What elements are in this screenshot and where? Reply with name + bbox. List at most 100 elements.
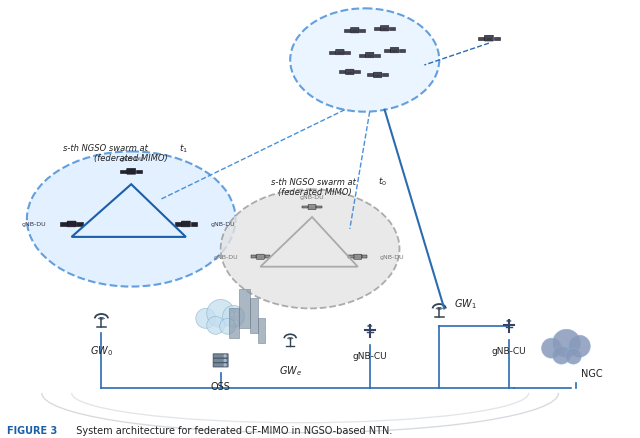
Circle shape <box>541 339 561 358</box>
Bar <box>359 54 365 57</box>
Bar <box>359 30 365 32</box>
Circle shape <box>552 329 580 357</box>
FancyBboxPatch shape <box>346 70 354 75</box>
Text: gNB-DU: gNB-DU <box>380 254 404 260</box>
Bar <box>344 30 350 32</box>
Bar <box>362 256 367 258</box>
Circle shape <box>552 346 570 364</box>
FancyBboxPatch shape <box>308 205 316 210</box>
Bar <box>264 324 266 327</box>
Bar <box>316 206 322 209</box>
Text: NGC: NGC <box>581 368 603 378</box>
Bar <box>230 314 232 317</box>
FancyBboxPatch shape <box>373 73 382 78</box>
Bar <box>384 49 390 53</box>
Bar <box>264 332 266 335</box>
Text: gNB-DU: gNB-DU <box>214 254 239 260</box>
Text: FIGURE 3: FIGURE 3 <box>7 425 57 434</box>
Bar <box>257 304 259 307</box>
Bar <box>244 302 246 305</box>
FancyBboxPatch shape <box>213 354 228 358</box>
Text: OSS: OSS <box>211 381 230 391</box>
Text: $t_1$: $t_1$ <box>179 142 188 154</box>
FancyBboxPatch shape <box>127 169 136 175</box>
Ellipse shape <box>221 190 399 309</box>
Bar <box>389 28 395 31</box>
Text: $t_0$: $t_0$ <box>378 176 387 188</box>
Bar <box>374 28 380 31</box>
Bar <box>264 256 270 258</box>
FancyBboxPatch shape <box>354 254 362 260</box>
Bar <box>493 38 500 41</box>
Circle shape <box>207 300 234 328</box>
Bar <box>191 223 197 226</box>
Text: gNB-CU: gNB-CU <box>353 351 387 360</box>
Bar <box>136 170 142 173</box>
Bar <box>344 51 350 54</box>
FancyBboxPatch shape <box>484 36 493 42</box>
Ellipse shape <box>27 152 236 287</box>
Bar <box>382 74 388 77</box>
Text: (federated MIMO): (federated MIMO) <box>94 154 168 162</box>
Text: gNB-DU: gNB-DU <box>211 222 236 227</box>
Bar <box>76 223 83 226</box>
Bar <box>260 324 262 327</box>
Bar <box>339 71 346 74</box>
Circle shape <box>565 348 581 364</box>
Bar <box>330 51 335 54</box>
Bar <box>250 299 259 333</box>
FancyBboxPatch shape <box>67 222 76 227</box>
Bar <box>241 302 243 305</box>
FancyBboxPatch shape <box>380 26 389 32</box>
FancyBboxPatch shape <box>390 48 399 54</box>
Bar <box>230 321 232 325</box>
Text: gNB-DU: gNB-DU <box>22 222 47 227</box>
Text: s-th NGSO swarm at: s-th NGSO swarm at <box>63 144 150 152</box>
Text: gNB-DU: gNB-DU <box>120 157 145 162</box>
Circle shape <box>224 355 226 357</box>
Text: $GW_1$: $GW_1$ <box>454 297 477 311</box>
FancyBboxPatch shape <box>365 53 374 59</box>
Circle shape <box>224 360 226 361</box>
Bar <box>60 223 67 226</box>
Bar <box>260 332 262 335</box>
Text: s-th NGSO swarm at: s-th NGSO swarm at <box>271 177 359 186</box>
Text: gNB-DU: gNB-DU <box>300 194 324 200</box>
Bar <box>120 170 127 173</box>
FancyBboxPatch shape <box>351 28 359 34</box>
Bar <box>244 294 246 297</box>
Bar <box>252 304 255 307</box>
Text: (federated MIMO): (federated MIMO) <box>278 187 352 196</box>
Bar <box>175 223 181 226</box>
Circle shape <box>568 336 590 357</box>
Circle shape <box>196 309 216 328</box>
FancyBboxPatch shape <box>257 254 264 260</box>
Bar <box>348 256 353 258</box>
Bar <box>241 294 243 297</box>
Bar <box>257 312 259 314</box>
Circle shape <box>220 318 236 335</box>
Circle shape <box>207 317 225 335</box>
FancyBboxPatch shape <box>213 358 228 363</box>
Bar <box>252 312 255 314</box>
Bar <box>302 206 308 209</box>
Text: gNB-CU: gNB-CU <box>492 346 526 355</box>
Bar <box>478 38 484 41</box>
Circle shape <box>224 364 226 366</box>
Bar <box>234 314 237 317</box>
FancyBboxPatch shape <box>335 50 344 56</box>
Circle shape <box>223 306 244 328</box>
Bar <box>367 74 373 77</box>
FancyBboxPatch shape <box>181 222 190 227</box>
Bar <box>374 54 380 57</box>
Text: $GW_e$: $GW_e$ <box>278 363 301 377</box>
Bar <box>239 289 250 328</box>
Bar <box>259 318 266 343</box>
Bar <box>234 321 237 325</box>
Ellipse shape <box>290 9 439 113</box>
Bar <box>251 256 256 258</box>
Bar <box>228 309 239 339</box>
Bar <box>399 49 405 53</box>
Text: System architecture for federated CF-MIMO in NGSO-based NTN.: System architecture for federated CF-MIM… <box>70 425 392 434</box>
Bar <box>355 71 360 74</box>
